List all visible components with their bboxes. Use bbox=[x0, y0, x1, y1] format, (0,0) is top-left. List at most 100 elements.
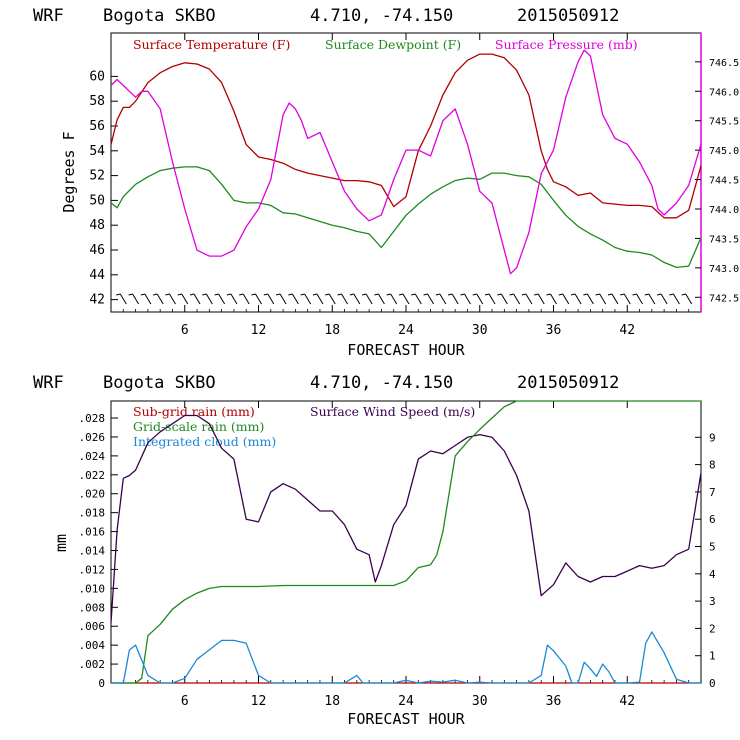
wind-barb bbox=[685, 293, 693, 305]
y2-tick-label: 745.5 bbox=[709, 117, 739, 128]
wind-barb bbox=[488, 293, 496, 305]
wind-barb bbox=[132, 293, 140, 305]
legend-surface-temperature: Surface Temperature (F) bbox=[133, 37, 290, 52]
wind-barb-flag bbox=[202, 293, 207, 296]
wind-barb bbox=[144, 293, 152, 305]
wind-barb bbox=[574, 293, 582, 305]
x-tick-label: 24 bbox=[398, 694, 414, 709]
bottom-legend: Sub-grid rain (mm) Surface Wind Speed (m… bbox=[133, 404, 475, 449]
x-tick-label: 12 bbox=[251, 323, 267, 338]
y2-tick-label: 1 bbox=[709, 650, 716, 663]
wind-barb-flag bbox=[435, 293, 440, 296]
wind-barb bbox=[648, 293, 656, 305]
wind-barb bbox=[550, 293, 557, 305]
y-tick-label: .026 bbox=[79, 431, 106, 444]
wind-barb bbox=[230, 293, 238, 305]
top-header-coords: 4.710, -74.150 bbox=[310, 6, 453, 26]
y2-tick-label: 5 bbox=[709, 541, 716, 554]
wind-barb-flag bbox=[472, 293, 477, 296]
wind-barb bbox=[414, 293, 422, 305]
y-tick-label: 52 bbox=[89, 169, 105, 184]
y-tick-label: .010 bbox=[79, 582, 106, 595]
bottom-header-station: Bogota SKBO bbox=[103, 373, 216, 393]
y-tick-label: .014 bbox=[79, 545, 106, 558]
y2-tick-label: 745.0 bbox=[709, 146, 739, 157]
y-tick-label: .008 bbox=[79, 601, 106, 614]
wind-barb-flag bbox=[153, 293, 158, 296]
wind-barb bbox=[316, 293, 324, 305]
wind-barb-flag bbox=[423, 293, 428, 296]
wind-barb-flag bbox=[312, 293, 318, 296]
wind-barb-flag bbox=[644, 293, 649, 296]
x-tick-label: 6 bbox=[181, 323, 189, 338]
wind-barb-flag bbox=[251, 293, 256, 296]
y2-tick-label: 743.0 bbox=[709, 264, 739, 275]
wind-barb-flag bbox=[116, 293, 121, 296]
y-tick-label: 44 bbox=[89, 268, 105, 283]
wind-barb bbox=[353, 293, 361, 305]
y2-tick-label: 3 bbox=[709, 595, 716, 608]
wind-barb-flag bbox=[189, 293, 195, 296]
wind-barb bbox=[156, 293, 164, 305]
bottom-xlabel: FORECAST HOUR bbox=[347, 710, 465, 728]
wind-barb-flag bbox=[275, 293, 281, 296]
wind-barbs-row bbox=[116, 293, 693, 305]
wind-barb-flag bbox=[239, 293, 244, 296]
x-tick-label: 18 bbox=[324, 323, 340, 338]
wind-barb-flag bbox=[448, 293, 453, 296]
y-tick-label: .004 bbox=[79, 639, 106, 652]
y2-tick-label: 746.0 bbox=[709, 87, 739, 98]
x-tick-label: 12 bbox=[251, 694, 267, 709]
wind-barb-flag bbox=[337, 293, 342, 296]
wind-barb-flag bbox=[140, 293, 145, 296]
wind-barb bbox=[464, 293, 471, 305]
legend-surface-pressure: Surface Pressure (mb) bbox=[495, 37, 638, 52]
wind-barb-flag bbox=[509, 293, 514, 296]
wind-barb-flag bbox=[300, 293, 305, 296]
wind-barb-flag bbox=[374, 293, 379, 296]
wind-barb bbox=[586, 293, 594, 305]
wind-barb-flag bbox=[546, 293, 551, 296]
wind-barb-flag bbox=[128, 293, 133, 296]
bottom-header-coords: 4.710, -74.150 bbox=[310, 373, 453, 393]
wind-barb-flag bbox=[534, 293, 539, 296]
wind-barb bbox=[377, 293, 385, 305]
x-tick-label: 18 bbox=[324, 694, 340, 709]
wind-barb bbox=[427, 293, 435, 305]
y-tick-label: .022 bbox=[79, 469, 106, 482]
bottom-header-model: WRF bbox=[33, 373, 64, 393]
wind-barb-flag bbox=[681, 293, 686, 296]
legend-surface-dewpoint: Surface Dewpoint (F) bbox=[325, 37, 461, 52]
legend-grid-scale-rain: Grid-scale rain (mm) bbox=[133, 419, 264, 434]
wind-barb-flag bbox=[398, 293, 404, 296]
x-tick-label: 30 bbox=[472, 694, 488, 709]
wind-barb bbox=[636, 293, 643, 305]
x-tick-label: 36 bbox=[546, 694, 562, 709]
wind-barb bbox=[439, 293, 447, 305]
wind-barb bbox=[451, 293, 459, 305]
wind-barb-flag bbox=[657, 293, 662, 296]
wind-barb-flag bbox=[177, 293, 182, 296]
wind-barb bbox=[119, 293, 127, 305]
wind-barb bbox=[525, 293, 533, 305]
bottom-series bbox=[110, 400, 702, 684]
top-xlabel: FORECAST HOUR bbox=[347, 341, 465, 359]
wind-barb-flag bbox=[595, 293, 600, 296]
top-plot-frame bbox=[110, 32, 702, 313]
y2-tick-label: 2 bbox=[709, 622, 716, 635]
y-tick-label: 54 bbox=[89, 144, 105, 159]
y2-tick-label: 744.0 bbox=[709, 205, 739, 216]
x-tick-label: 36 bbox=[546, 323, 562, 338]
wind-barb bbox=[476, 293, 484, 305]
wind-barb-flag bbox=[214, 293, 219, 296]
wind-barb bbox=[623, 293, 631, 305]
integrated-cloud-line bbox=[111, 631, 701, 684]
x-tick-label: 24 bbox=[398, 323, 414, 338]
wind-barb-flag bbox=[583, 293, 588, 296]
wind-barb bbox=[218, 293, 226, 305]
wind-barb bbox=[169, 293, 176, 305]
top-header: WRF Bogota SKBO 4.710, -74.150 201505091… bbox=[33, 6, 619, 26]
legend-sub-grid-rain: Sub-grid rain (mm) bbox=[133, 404, 255, 419]
y-tick-label: 48 bbox=[89, 218, 105, 233]
